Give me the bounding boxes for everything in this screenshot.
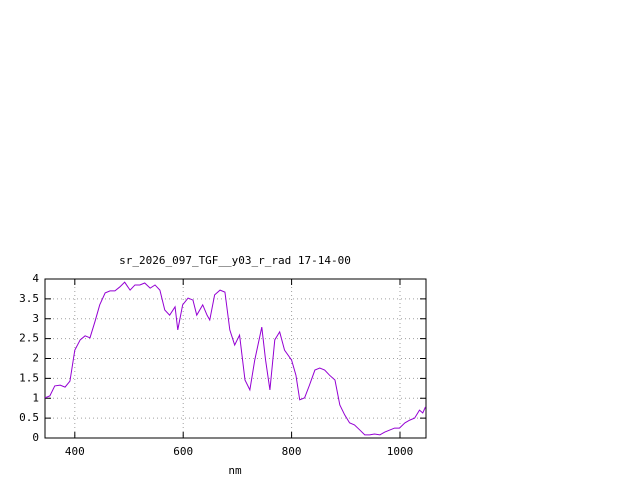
y-tick-label: 3.5 <box>19 292 39 305</box>
y-tick-label: 1 <box>32 391 39 404</box>
y-tick-label: 0 <box>32 431 39 444</box>
x-tick-label: 600 <box>173 445 193 458</box>
y-tick-label: 3 <box>32 312 39 325</box>
x-tick-label: 800 <box>282 445 302 458</box>
x-tick-label: 400 <box>65 445 85 458</box>
series-line <box>44 281 426 436</box>
y-tick-label: 0.5 <box>19 411 39 424</box>
y-tick-label: 2.5 <box>19 332 39 345</box>
x-axis-label: nm <box>228 464 242 477</box>
x-tick-label: 1000 <box>387 445 414 458</box>
y-tick-label: 4 <box>32 272 39 285</box>
plot-border <box>44 278 427 439</box>
y-tick-label: 2 <box>32 352 39 365</box>
y-tick-label: 1.5 <box>19 371 39 384</box>
chart-title: sr_2026_097_TGF__y03_r_rad 17-14-00 <box>119 254 351 267</box>
